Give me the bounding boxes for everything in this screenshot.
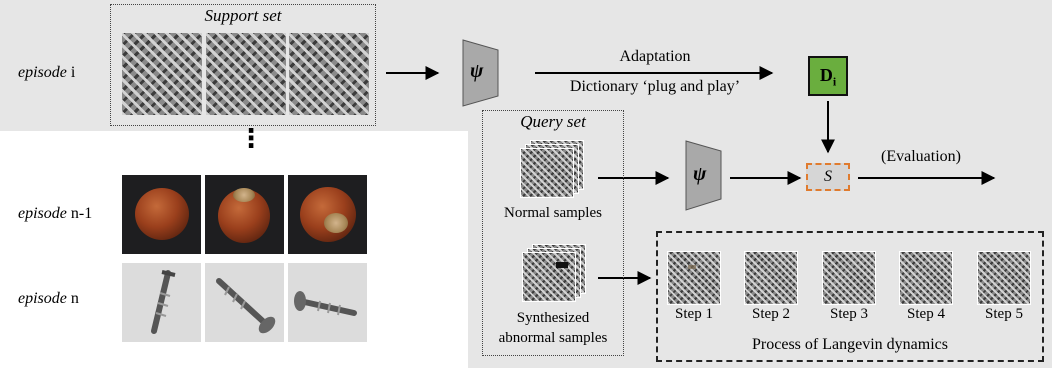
screw-drawing	[294, 291, 357, 316]
encoder-mid-symbol: ψ	[693, 163, 707, 185]
support-set-box	[110, 4, 376, 126]
dictionary-box: Di	[808, 56, 848, 96]
abnormal-sample-front	[522, 252, 576, 302]
abnormal-line-1: Synthesized	[516, 310, 590, 326]
episode-n-word: episode	[18, 290, 67, 307]
screw-image-2	[205, 263, 284, 342]
dictionary-subscript: i	[832, 74, 837, 89]
episode-i-label: episode i	[18, 64, 75, 82]
normal-samples-label: Normal samples	[504, 205, 602, 221]
normal-sample-front	[520, 148, 574, 198]
episode-ellipsis: ⋮	[238, 124, 264, 154]
step-3-image	[822, 251, 876, 305]
query-set-title: Query set	[520, 112, 586, 131]
step-4-image	[899, 251, 953, 305]
episode-n-1-label: episode n-1	[18, 205, 92, 223]
step-1-label: Step 1	[675, 306, 713, 322]
hazelnut-cap	[233, 188, 255, 202]
support-set-title: Support set	[204, 6, 282, 25]
evaluation-label: (Evaluation)	[881, 148, 961, 165]
hazelnut-shape	[135, 188, 189, 240]
step-3-label: Step 3	[830, 306, 868, 322]
hazelnut-cap	[324, 213, 348, 233]
episode-i-suffix: i	[70, 64, 76, 81]
episode-n-suffix: n	[70, 290, 79, 307]
episode-n-label: episode n	[18, 290, 79, 308]
query-set-box	[482, 110, 624, 356]
step-2-image	[744, 251, 798, 305]
dictionary-main: D	[819, 65, 833, 85]
support-image-3	[289, 33, 369, 115]
langevin-caption: Process of Langevin dynamics	[752, 336, 948, 353]
step-1-image	[667, 251, 721, 305]
adaptation-label: Adaptation	[619, 48, 691, 65]
screw-drawing	[151, 270, 176, 334]
step-5-label: Step 5	[985, 306, 1023, 322]
step-1-anomaly	[688, 265, 696, 269]
encoder-mid-shape	[685, 140, 722, 211]
support-image-1	[122, 33, 202, 115]
hazelnut-image-1	[122, 175, 201, 254]
screw-drawing	[216, 278, 276, 334]
anomaly-patch	[556, 262, 568, 268]
hazelnut-image-3	[288, 175, 367, 254]
langevin-box	[656, 231, 1044, 362]
step-2-label: Step 2	[752, 306, 790, 322]
support-image-2	[206, 33, 286, 115]
dictionary-plug-label: Dictionary ‘plug and play’	[569, 78, 741, 95]
episode-i-word: episode	[18, 64, 67, 81]
step-4-label: Step 4	[907, 306, 945, 322]
episode-n-1-suffix: n-1	[70, 205, 93, 222]
hazelnut-image-2	[205, 175, 284, 254]
abnormal-line-2: abnormal samples	[498, 330, 608, 346]
episode-n-1-word: episode	[18, 205, 67, 222]
step-5-image	[977, 251, 1031, 305]
score-box: S	[806, 163, 850, 191]
encoder-top-shape	[462, 39, 499, 107]
screw-image-1	[122, 263, 201, 342]
encoder-top-symbol: ψ	[470, 60, 484, 82]
screw-image-3	[288, 263, 367, 342]
